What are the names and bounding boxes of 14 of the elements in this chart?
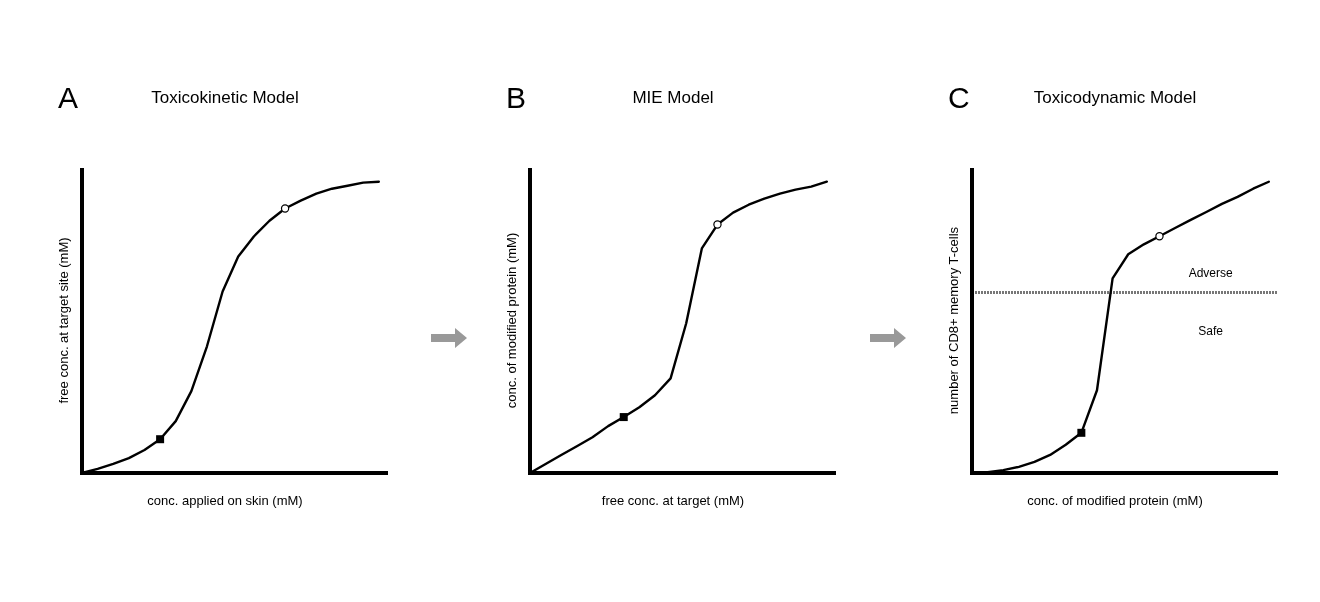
y-axis-title: conc. of modified protein (mM) [504,232,519,409]
chart-title: Toxicokinetic Model [151,88,299,107]
text: B [506,81,527,114]
annotation: Adverse [1188,266,1234,281]
x-axis-title: conc. applied on skin (mM) [147,493,303,508]
x-axis-title: conc. of modified protein (mM) [1027,493,1203,508]
text: C [948,81,970,114]
x-axis-title: free conc. at target (mM) [601,493,745,508]
y-axis-title: number of CD8+ memory T-cells [946,226,961,415]
text: A [58,81,79,114]
chart-title: MIE Model [632,88,714,107]
y-axis-title: free conc. at target site (mM) [56,237,71,404]
chart-title: Toxicodynamic Model [1033,88,1197,107]
annotation: Safe [1198,324,1224,339]
